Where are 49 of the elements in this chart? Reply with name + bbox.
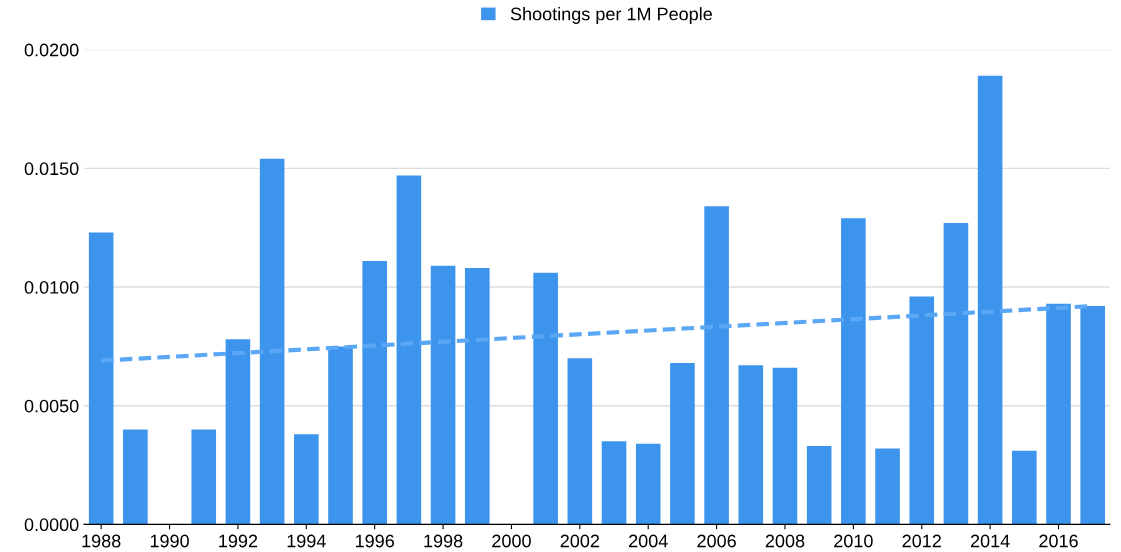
- bar: [328, 346, 353, 525]
- bar: [977, 75, 1003, 525]
- bar: [806, 446, 832, 525]
- bar: [1046, 303, 1071, 525]
- bar: [1012, 450, 1037, 525]
- bar: [294, 434, 319, 525]
- bar: [738, 365, 764, 525]
- bar: [259, 158, 285, 525]
- bar: [225, 339, 251, 525]
- bar: [88, 232, 114, 525]
- x-tick-label: 1992: [219, 534, 258, 548]
- y-tick-label: 0.0200: [24, 43, 79, 57]
- x-tick-label: 2004: [629, 534, 668, 548]
- bar: [396, 175, 422, 525]
- x-tick-label: 1996: [355, 534, 394, 548]
- y-tick-label: 0.0100: [24, 280, 79, 294]
- bar: [704, 206, 729, 525]
- bar: [362, 260, 387, 525]
- bar: [841, 218, 866, 525]
- y-tick-label: 0.0000: [24, 518, 79, 532]
- x-tick-label: 2006: [697, 534, 736, 548]
- x-tick-label: 2002: [560, 534, 600, 548]
- bar: [123, 429, 148, 525]
- bar: [670, 363, 695, 525]
- x-tick-label: 1990: [150, 534, 189, 548]
- x-tick-label: 2016: [1039, 534, 1078, 548]
- x-tick-label: 2010: [834, 534, 873, 548]
- bar: [909, 296, 935, 525]
- bar: [567, 358, 593, 525]
- x-tick-label: 1988: [82, 534, 121, 548]
- x-tick-label: 2014: [970, 534, 1010, 548]
- x-tick-label: 2008: [765, 534, 805, 548]
- bar: [772, 367, 798, 525]
- bar: [1080, 306, 1105, 525]
- legend-label: Shootings per 1M People: [510, 7, 712, 24]
- bar: [464, 268, 490, 525]
- y-tick-label: 0.0050: [24, 399, 79, 413]
- bar: [943, 222, 969, 525]
- bar: [191, 429, 217, 525]
- bar: [635, 443, 661, 525]
- bar: [430, 265, 456, 525]
- x-tick-label: 2000: [492, 534, 531, 548]
- x-tick-label: 2012: [902, 534, 941, 548]
- x-tick-label: 1998: [424, 534, 463, 548]
- bar: [875, 448, 900, 525]
- bar: [533, 272, 558, 525]
- bar: [601, 441, 627, 525]
- x-tick-label: 1994: [287, 534, 326, 548]
- y-tick-label: 0.0150: [24, 162, 79, 176]
